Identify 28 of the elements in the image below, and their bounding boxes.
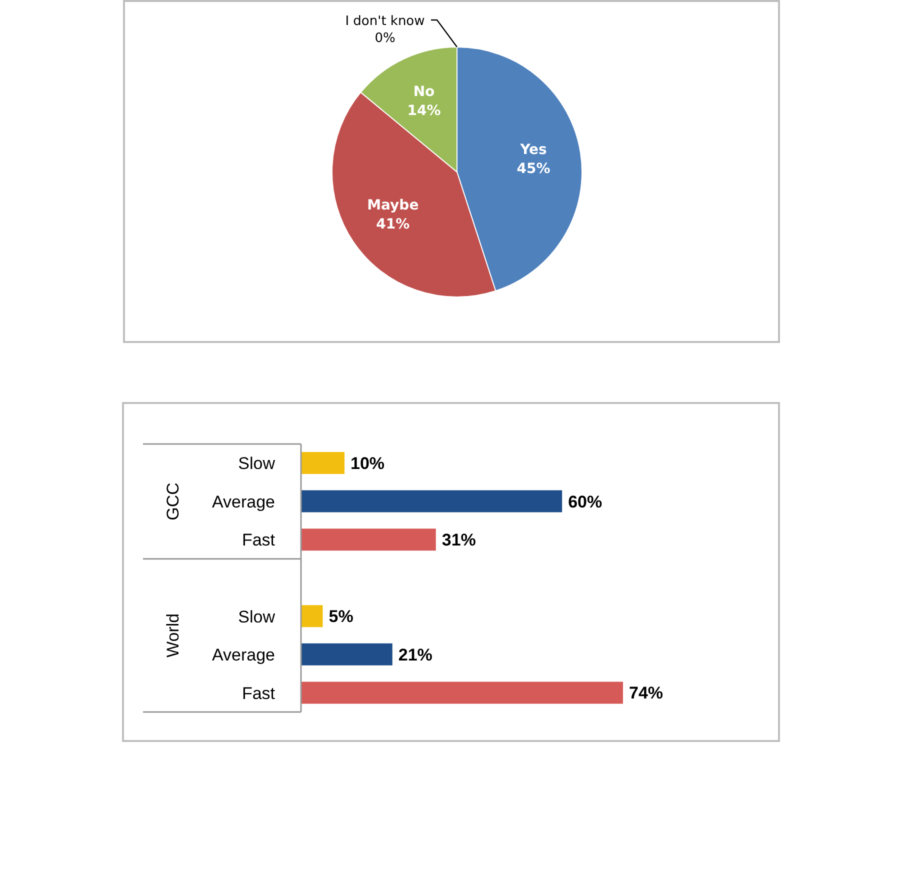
y-tick-label: Average [212,492,275,512]
bar [301,452,345,474]
data-label: 14% [407,102,441,119]
y-tick-label: Fast [242,684,276,703]
data-label: 5% [328,607,354,626]
data-label: 41% [376,216,410,233]
slice-label: Yes [519,142,547,158]
text: 0% [374,31,396,46]
y-tick-label: Slow [238,607,276,626]
y-tick-label: Fast [242,530,276,550]
text: GCC [163,482,182,520]
data-label: 60% [568,492,602,512]
data-label: 74% [629,684,664,703]
data-label: 31% [442,530,476,550]
category-label: I don't know [345,14,425,29]
text: World [163,613,182,658]
bar [301,682,623,704]
bar [301,643,392,666]
data-label: 21% [398,645,432,664]
data-label: 10% [350,454,385,474]
y-tick-label: Slow [238,454,276,474]
bar [301,605,323,628]
bar [301,528,436,551]
slice-label: No [413,84,436,100]
bar [301,490,562,512]
data-label: 45% [516,160,550,177]
slice-label: Maybe [367,198,419,214]
y-tick-label: Average [212,646,275,665]
